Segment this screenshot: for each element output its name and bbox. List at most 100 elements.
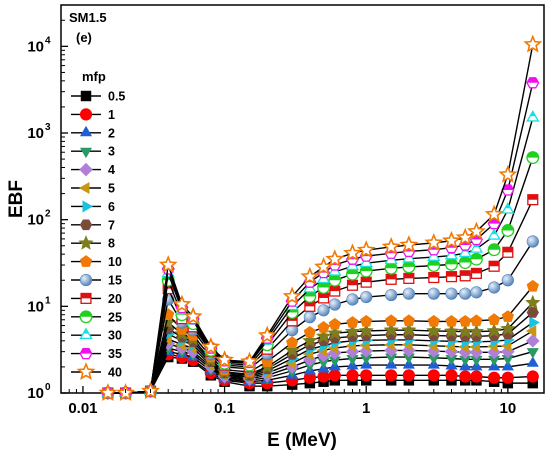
data-point <box>427 369 440 382</box>
data-point <box>183 306 203 325</box>
data-point <box>427 287 440 300</box>
data-point <box>300 266 320 285</box>
data-point <box>459 270 471 282</box>
data-point <box>526 151 540 165</box>
data-point <box>526 77 540 89</box>
data-point <box>317 304 330 317</box>
data-point <box>328 317 341 330</box>
data-point <box>327 325 343 340</box>
y-tick-label: 10 <box>27 298 44 315</box>
legend-item-40: 40 <box>71 362 122 381</box>
legend-title: mfp <box>82 69 106 84</box>
data-point <box>401 322 417 337</box>
data-point <box>284 342 300 357</box>
data-point <box>445 271 458 283</box>
data-point <box>525 294 541 310</box>
data-point <box>303 311 316 324</box>
legend-item-1: 1 <box>71 108 115 122</box>
legend-label: 20 <box>108 292 122 306</box>
data-point <box>328 273 342 287</box>
data-point <box>385 273 397 285</box>
data-point <box>500 320 516 336</box>
legend-marker <box>78 235 94 250</box>
data-point <box>314 257 334 275</box>
legend-label: 8 <box>108 237 115 251</box>
legend-label: 10 <box>108 255 122 269</box>
data-point <box>470 286 483 299</box>
data-point <box>458 256 472 270</box>
data-point <box>484 204 504 223</box>
data-point <box>385 314 398 327</box>
data-point <box>523 34 543 53</box>
data-point <box>526 279 539 292</box>
data-point <box>240 351 259 370</box>
data-point <box>346 316 359 328</box>
data-point <box>487 313 501 325</box>
data-point <box>317 281 331 294</box>
legend-marker <box>79 108 93 121</box>
data-point <box>317 321 330 333</box>
data-point <box>384 261 398 275</box>
data-point <box>286 336 299 348</box>
data-point <box>502 246 514 258</box>
legend-item-10: 10 <box>71 255 122 269</box>
data-point <box>328 369 341 382</box>
legend-label: 6 <box>108 200 115 214</box>
legend-label: 25 <box>108 310 122 324</box>
data-point <box>470 370 483 383</box>
y-axis-label: EBF <box>6 180 27 218</box>
data-point <box>470 267 483 279</box>
legend-marker <box>79 310 93 324</box>
legend-label: 35 <box>108 347 122 361</box>
data-point <box>501 184 515 196</box>
legend-marker <box>79 219 93 231</box>
data-point <box>486 322 502 338</box>
data-point <box>346 267 359 281</box>
legend-item-3: 3 <box>71 145 115 159</box>
legend-label: 7 <box>108 218 115 232</box>
x-tick-label: 1 <box>362 400 370 417</box>
data-point <box>443 323 460 338</box>
data-point <box>445 369 458 382</box>
data-point <box>459 287 472 300</box>
y-tick-label: 10 <box>27 212 44 229</box>
legend-item-0.5: 0.5 <box>71 90 125 104</box>
y-tick-exponent: 1 <box>45 295 51 306</box>
data-point <box>488 260 500 272</box>
data-point <box>529 316 540 329</box>
annotation-sample: SM1.5 <box>69 10 107 25</box>
x-tick-label: 0.1 <box>214 400 235 417</box>
legend-label: 1 <box>108 108 115 122</box>
data-point <box>501 202 515 214</box>
data-point <box>466 221 486 240</box>
data-point <box>526 110 540 122</box>
x-tick-label: 0.01 <box>68 400 97 417</box>
data-point <box>469 252 483 266</box>
data-point <box>501 274 514 287</box>
data-point <box>488 371 501 384</box>
legend-marker <box>79 347 93 360</box>
y-tick-label: 10 <box>27 125 44 142</box>
data-point <box>385 288 398 302</box>
data-point <box>360 290 373 304</box>
y-tick-exponent: 2 <box>45 209 51 220</box>
legend-marker <box>79 327 93 340</box>
data-point <box>526 235 539 248</box>
data-point <box>501 371 514 384</box>
data-point <box>459 370 472 383</box>
data-point <box>445 314 458 327</box>
data-point <box>399 235 419 254</box>
legend-item-15: 15 <box>71 274 122 288</box>
data-point <box>329 285 341 297</box>
data-point <box>346 293 359 306</box>
data-point <box>426 322 442 338</box>
legend-item-6: 6 <box>71 200 115 214</box>
y-tick-exponent: 3 <box>45 122 51 133</box>
data-point <box>303 325 316 338</box>
y-tick-exponent: 0 <box>45 382 51 393</box>
data-point <box>158 255 178 274</box>
data-point <box>402 260 416 274</box>
legend-marker <box>80 90 92 102</box>
data-point <box>172 294 192 313</box>
